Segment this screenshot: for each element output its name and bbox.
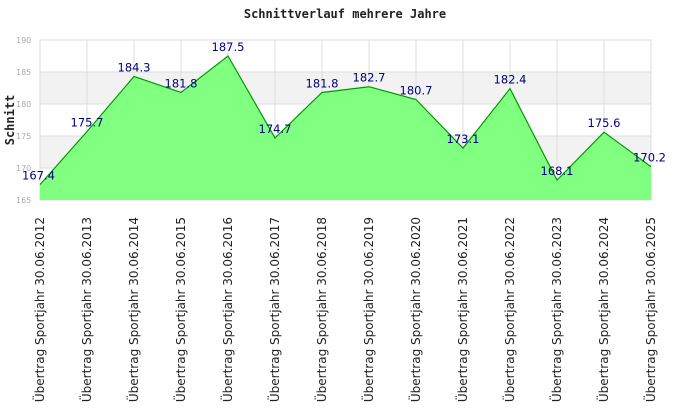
y-axis-label: Schnitt: [3, 95, 17, 146]
data-label: 167.4: [22, 169, 55, 183]
x-tick-label: Übertrag Sportjahr 30.06.2014: [125, 217, 141, 402]
x-tick-label: Übertrag Sportjahr 30.06.2013: [78, 217, 94, 402]
series-line: [39, 55, 652, 186]
x-tick-label: Übertrag Sportjahr 30.06.2015: [172, 217, 188, 402]
data-label: 180.7: [400, 84, 433, 98]
x-tick-label: Übertrag Sportjahr 30.06.2018: [313, 217, 329, 402]
data-label: 187.5: [212, 40, 245, 54]
y-tick-label: 180: [16, 100, 31, 109]
data-label: 182.7: [353, 71, 386, 85]
x-tick-label: Übertrag Sportjahr 30.06.2019: [360, 217, 376, 402]
data-label: 184.3: [118, 60, 151, 74]
data-label: 181.8: [165, 76, 198, 90]
data-label: 182.4: [494, 73, 527, 87]
data-label: 168.1: [541, 164, 574, 178]
x-tick-label: Übertrag Sportjahr 30.06.2020: [407, 217, 423, 402]
area-fill: [40, 56, 651, 200]
y-axis-ticks: 165 170 175 180 185 190: [16, 36, 31, 205]
data-label: 174.7: [259, 122, 292, 136]
x-axis-ticks: Übertrag Sportjahr 30.06.2012 Übertrag Sp…: [31, 217, 658, 402]
x-tick-label: Übertrag Sportjahr 30.06.2025: [642, 217, 658, 402]
x-tick-label: Übertrag Sportjahr 30.06.2016: [219, 217, 235, 402]
data-label: 175.7: [71, 116, 104, 130]
data-label: 173.1: [447, 132, 480, 146]
x-tick-label: Übertrag Sportjahr 30.06.2021: [454, 217, 470, 402]
x-tick-label: Übertrag Sportjahr 30.06.2023: [548, 217, 564, 402]
data-label: 175.6: [588, 116, 621, 130]
plot-band: [40, 40, 651, 72]
chart-title: Schnittverlauf mehrere Jahre: [244, 7, 446, 21]
data-labels: 167.4 175.7 184.3 181.8 187.5 174.7 181.8 182.7…: [22, 40, 666, 183]
y-tick-label: 190: [16, 36, 31, 45]
x-tick-label: Übertrag Sportjahr 30.06.2012: [31, 217, 47, 402]
area-series: [39, 55, 652, 200]
x-tick-label: Übertrag Sportjahr 30.06.2022: [501, 217, 517, 402]
y-tick-label: 165: [16, 196, 31, 205]
y-tick-label: 170: [16, 164, 31, 173]
x-tick-label: Übertrag Sportjahr 30.06.2017: [266, 217, 282, 402]
y-tick-label: 185: [16, 68, 31, 77]
x-tick-label: Übertrag Sportjahr 30.06.2024: [595, 217, 611, 402]
data-label: 181.8: [306, 76, 339, 90]
y-tick-label: 175: [16, 132, 31, 141]
data-label: 170.2: [633, 151, 666, 165]
